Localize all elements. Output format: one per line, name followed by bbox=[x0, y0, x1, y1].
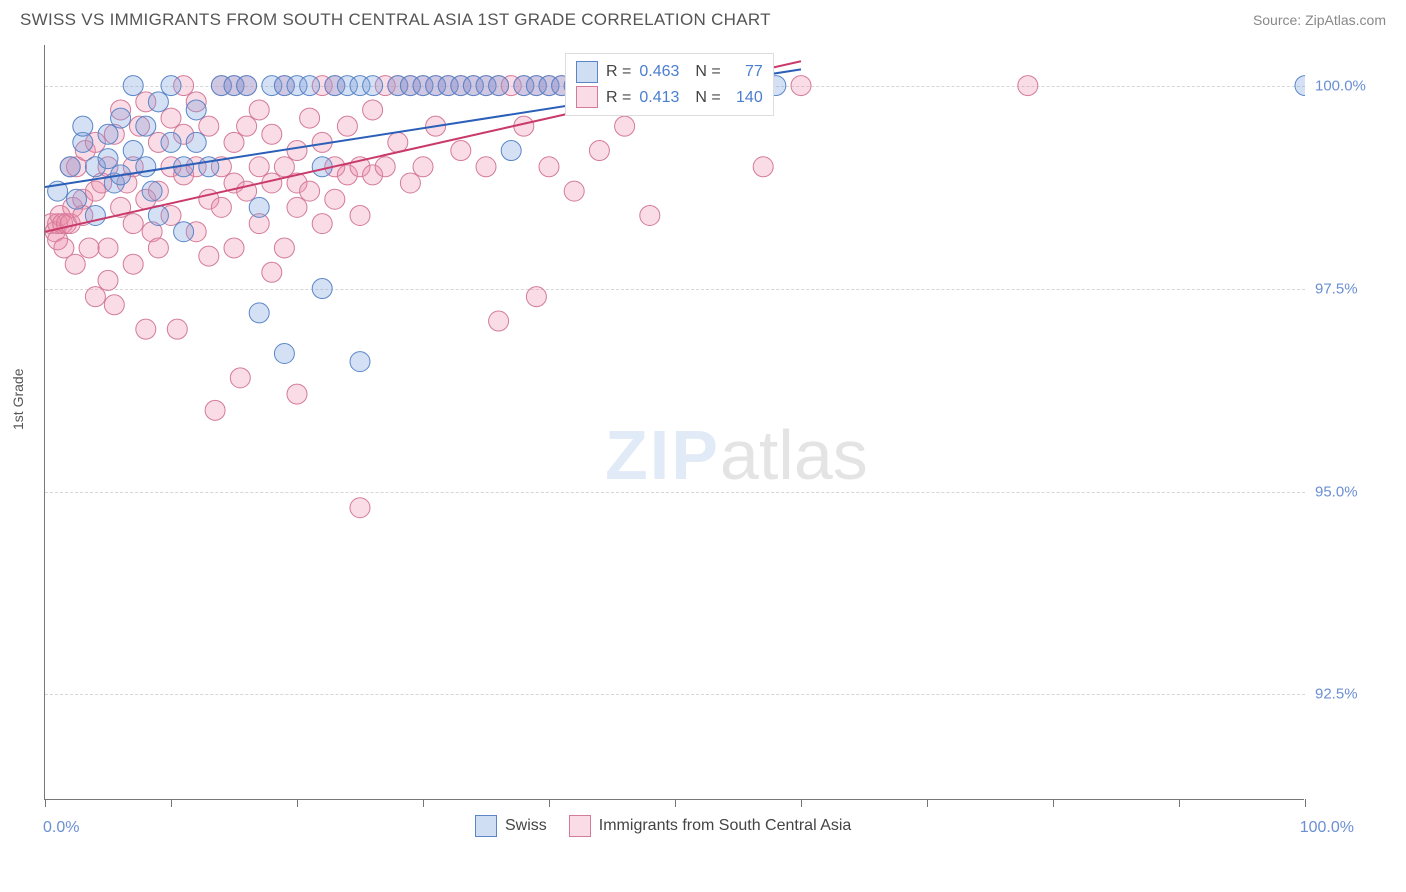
scatter-svg bbox=[45, 45, 1305, 800]
x-tick bbox=[675, 799, 676, 807]
y-tick-label: 97.5% bbox=[1315, 280, 1358, 297]
swiss-r-value: 0.463 bbox=[639, 59, 679, 85]
r-prefix-2: R = bbox=[606, 85, 631, 111]
immigrants-r-value: 0.413 bbox=[639, 85, 679, 111]
x-tick bbox=[801, 799, 802, 807]
correlation-legend: R = 0.463 N = 77 R = 0.413 N = 140 bbox=[565, 53, 774, 116]
swatch-swiss-bottom bbox=[475, 815, 497, 837]
swatch-immigrants-bottom bbox=[569, 815, 591, 837]
x-tick bbox=[297, 799, 298, 807]
swiss-label: Swiss bbox=[505, 817, 547, 835]
x-tick bbox=[171, 799, 172, 807]
swiss-n-value: 77 bbox=[729, 59, 763, 85]
y-tick-label: 92.5% bbox=[1315, 686, 1358, 703]
x-axis-max-label: 100.0% bbox=[1300, 819, 1354, 837]
legend-row-immigrants: R = 0.413 N = 140 bbox=[576, 85, 763, 111]
x-axis-min-label: 0.0% bbox=[43, 819, 79, 837]
chart-header: SWISS VS IMMIGRANTS FROM SOUTH CENTRAL A… bbox=[0, 0, 1406, 38]
n-prefix-2: N = bbox=[695, 85, 720, 111]
immigrants-n-value: 140 bbox=[729, 85, 763, 111]
source-attribution: Source: ZipAtlas.com bbox=[1253, 12, 1386, 28]
x-tick bbox=[1179, 799, 1180, 807]
x-tick bbox=[549, 799, 550, 807]
x-tick bbox=[1053, 799, 1054, 807]
swatch-swiss bbox=[576, 61, 598, 83]
x-tick bbox=[423, 799, 424, 807]
plot-region: ZIPatlas R = 0.463 N = 77 R = 0.413 N = … bbox=[44, 45, 1304, 800]
series-legend: Swiss Immigrants from South Central Asia bbox=[475, 815, 851, 837]
immigrants-label: Immigrants from South Central Asia bbox=[599, 817, 852, 835]
chart-title: SWISS VS IMMIGRANTS FROM SOUTH CENTRAL A… bbox=[20, 10, 771, 30]
legend-item-immigrants: Immigrants from South Central Asia bbox=[569, 815, 852, 837]
n-prefix: N = bbox=[695, 59, 720, 85]
y-tick-label: 95.0% bbox=[1315, 483, 1358, 500]
y-axis-label: 1st Grade bbox=[10, 369, 26, 430]
x-tick bbox=[927, 799, 928, 807]
x-tick bbox=[45, 799, 46, 807]
x-tick bbox=[1305, 799, 1306, 807]
swatch-immigrants bbox=[576, 86, 598, 108]
legend-item-swiss: Swiss bbox=[475, 815, 547, 837]
legend-row-swiss: R = 0.463 N = 77 bbox=[576, 59, 763, 85]
chart-area: ZIPatlas R = 0.463 N = 77 R = 0.413 N = … bbox=[44, 45, 1394, 800]
y-tick-label: 100.0% bbox=[1315, 77, 1366, 94]
r-prefix: R = bbox=[606, 59, 631, 85]
